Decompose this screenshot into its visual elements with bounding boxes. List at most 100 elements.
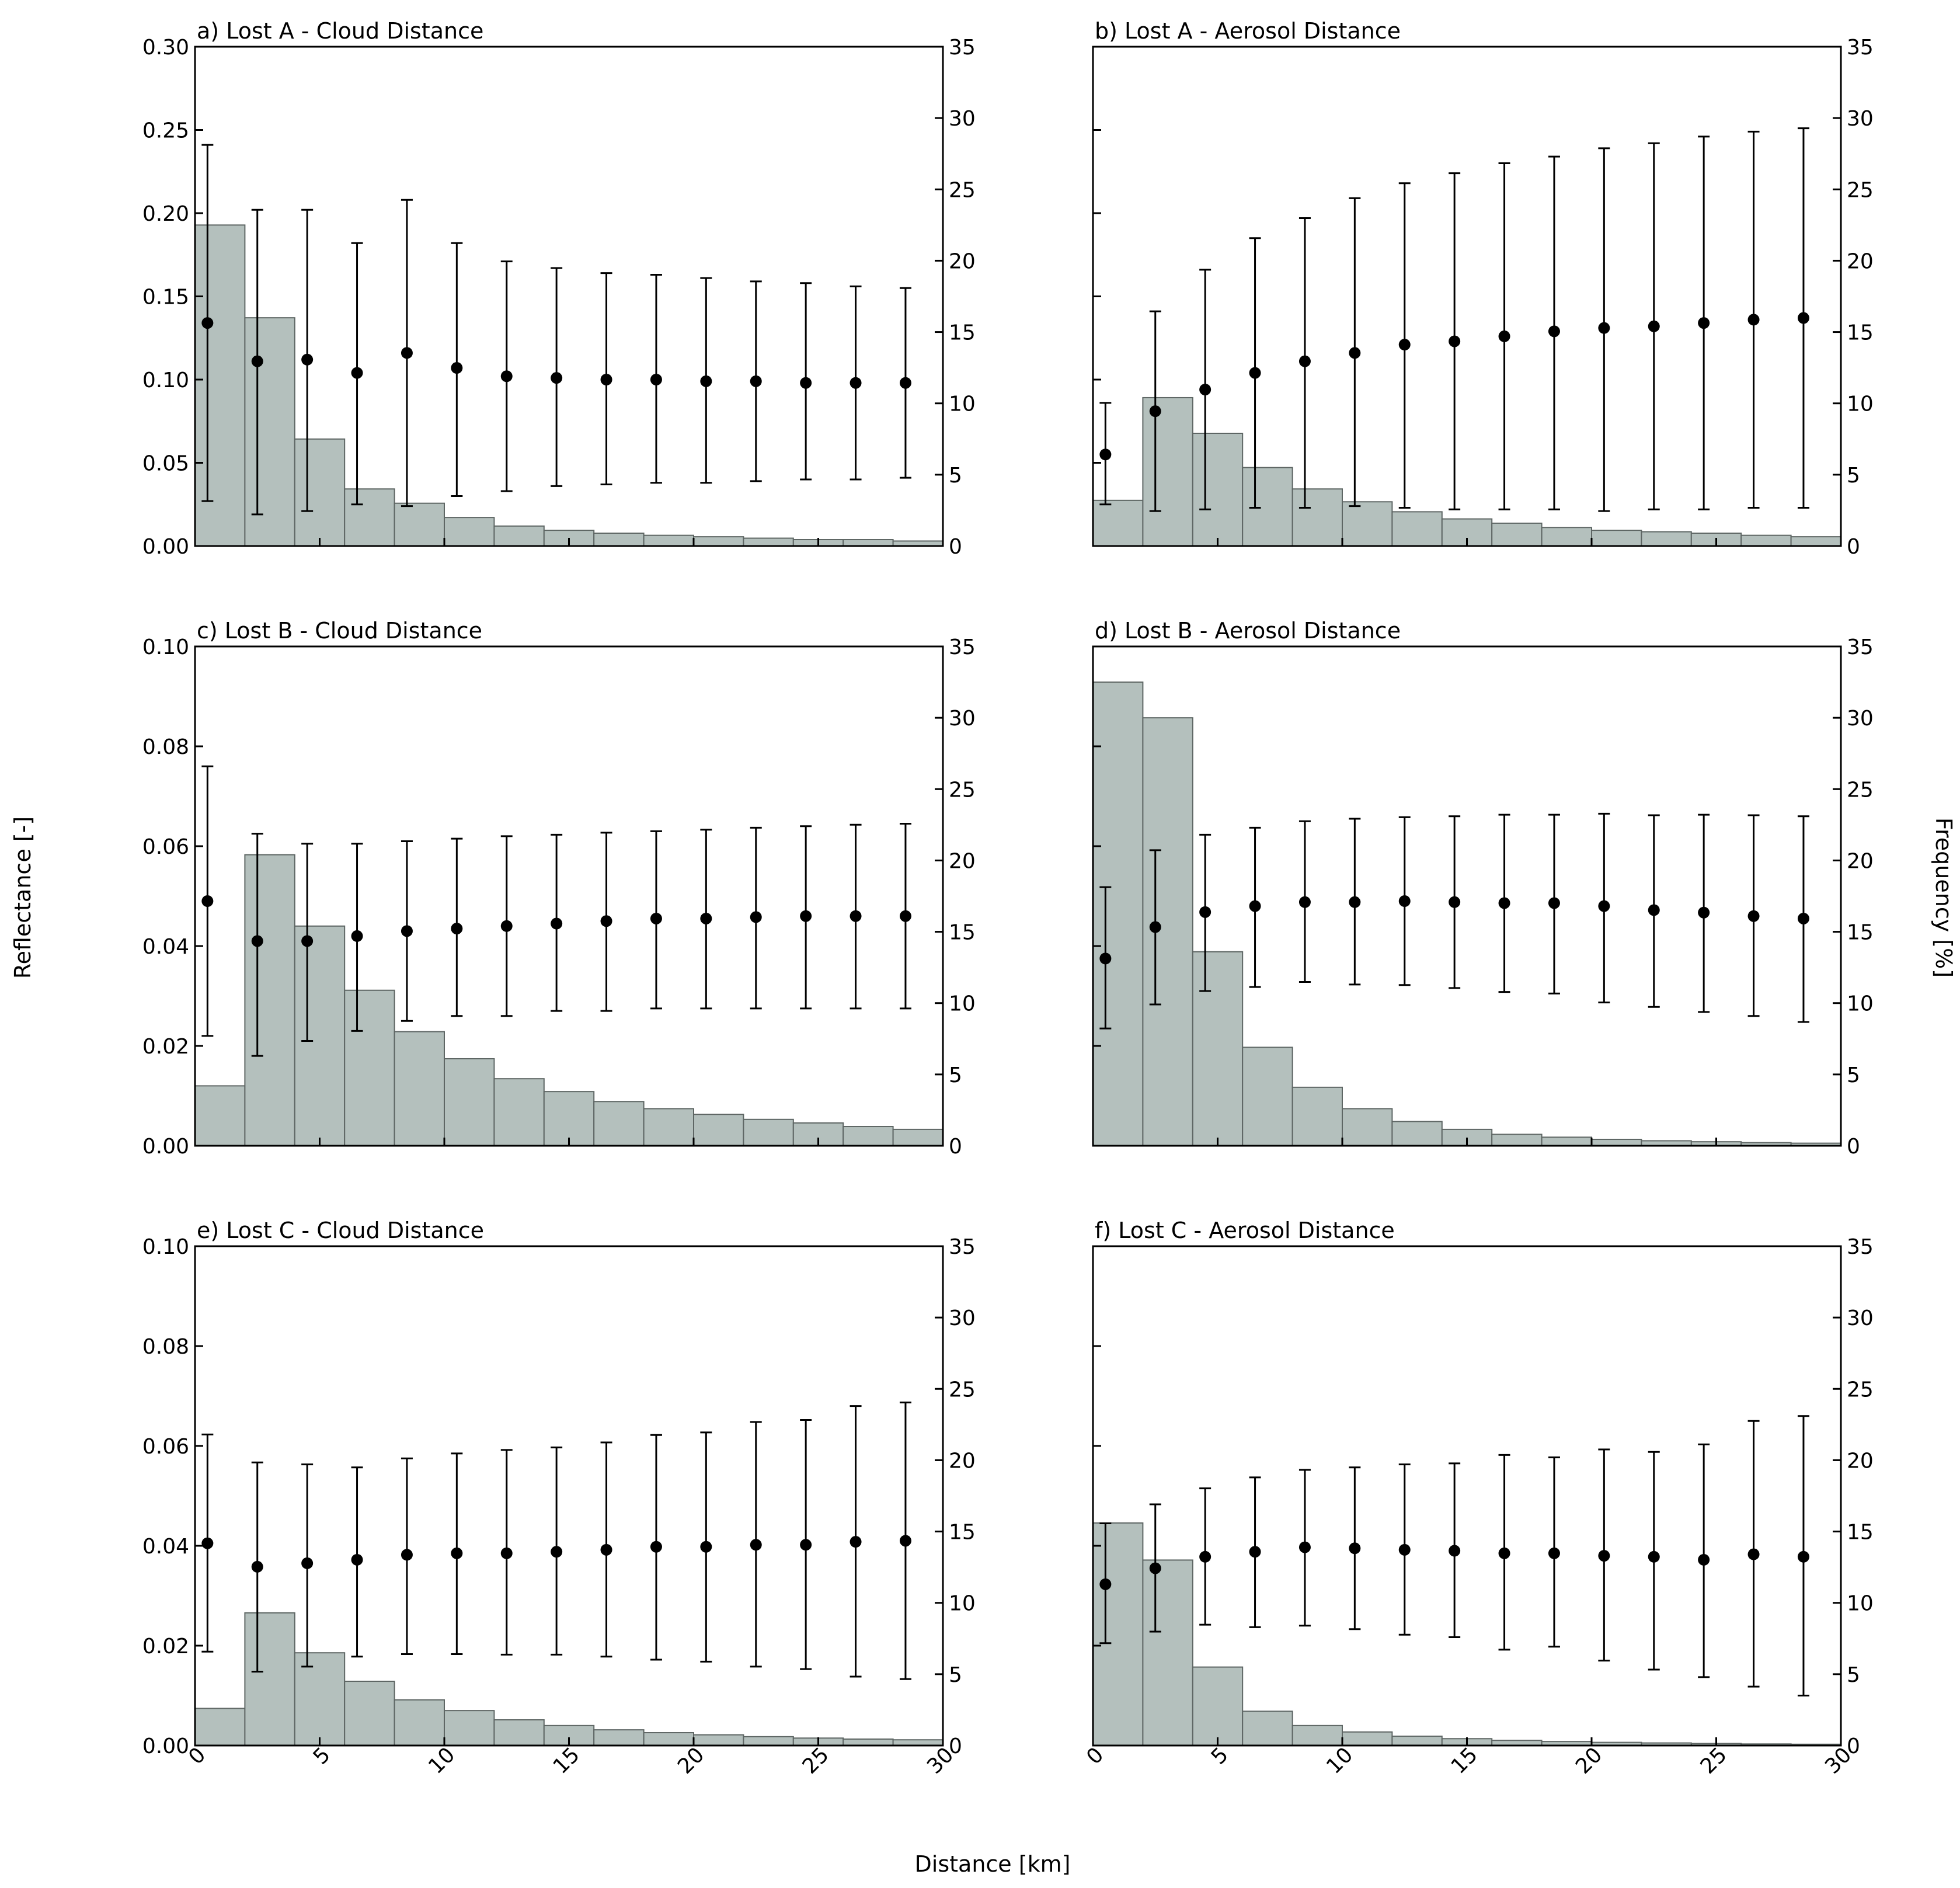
frequency-bar — [294, 925, 346, 1147]
frequency-bar — [394, 502, 445, 547]
frequency-bar — [344, 488, 395, 547]
mean-marker — [251, 1560, 263, 1573]
mean-marker — [700, 912, 712, 924]
y-axis-left-c: 0.00 0.02 0.04 0.06 0.08 0.10 — [142, 635, 203, 1159]
y2-tick-label: 5 — [1847, 1063, 1860, 1087]
y2-tick-label: 15 — [949, 321, 976, 345]
mean-marker — [1449, 335, 1461, 347]
frequency-bar — [244, 854, 295, 1146]
mean-marker — [401, 925, 413, 937]
frequency-bar — [1342, 1108, 1393, 1147]
y2-tick-label: 10 — [949, 1592, 976, 1616]
frequency-bars-b — [1092, 397, 1842, 547]
frequency-bar — [843, 1126, 894, 1147]
mean-marker — [1747, 910, 1760, 922]
frequency-bar — [1092, 1522, 1144, 1747]
mean-marker — [899, 377, 911, 389]
mean-marker — [1598, 900, 1610, 912]
mean-marker — [850, 377, 862, 389]
y2-tick-label: 35 — [1847, 1235, 1874, 1259]
y-axis-right-a: 0 5 10 15 20 25 30 35 — [935, 36, 976, 559]
y2-tick-label: 10 — [949, 992, 976, 1016]
frequency-bar — [1591, 1139, 1642, 1147]
mean-marker — [500, 1547, 513, 1559]
frequency-bar — [593, 1729, 645, 1747]
y-tick-label: 0.10 — [142, 635, 189, 659]
y2-tick-label: 0 — [1847, 535, 1860, 559]
frequency-bar — [1092, 499, 1144, 547]
mean-marker — [1548, 325, 1560, 338]
frequency-bar — [643, 534, 694, 547]
frequency-bar — [1092, 682, 1144, 1146]
y-axis-left-b — [1093, 46, 1101, 547]
y2-tick-label: 5 — [949, 464, 962, 488]
mean-marker — [251, 935, 263, 947]
mean-marker — [1449, 896, 1461, 908]
y2-tick-label: 30 — [1847, 107, 1874, 131]
frequency-bar — [1391, 1121, 1443, 1147]
panel-e: e) Lost C - Cloud Distance0.000.020.040.… — [142, 1218, 976, 1779]
frequency-bar — [394, 1031, 445, 1146]
y2-tick-label: 15 — [1847, 921, 1874, 945]
mean-marker — [700, 375, 712, 387]
y2-tick-label: 30 — [1847, 1306, 1874, 1330]
mean-marker — [1199, 906, 1211, 918]
mean-marker — [1797, 312, 1809, 324]
y2-tick-label: 5 — [949, 1063, 962, 1087]
frequency-bar — [1291, 1724, 1343, 1747]
y-tick-label: 0.25 — [142, 119, 189, 143]
frequency-bar — [593, 1101, 645, 1147]
y2-tick-label: 0 — [1847, 1734, 1860, 1758]
y2-tick-label: 15 — [1847, 321, 1874, 345]
frequency-bar — [493, 525, 545, 547]
frequency-bar — [1342, 1731, 1393, 1747]
mean-marker — [800, 910, 812, 922]
frequency-bar — [843, 1739, 894, 1746]
frequency-bar — [1291, 1086, 1343, 1147]
y2-tick-label: 25 — [949, 1378, 976, 1402]
mean-marker — [1698, 317, 1710, 329]
frequency-bar — [1641, 531, 1692, 547]
mean-marker — [1747, 1548, 1760, 1560]
mean-marker — [600, 374, 612, 385]
y-axis-right-d: 0 5 10 15 20 25 30 35 — [1833, 635, 1874, 1159]
y-axis-right-c: 0 5 10 15 20 25 30 35 — [935, 635, 976, 1159]
frequency-bar — [1192, 951, 1244, 1147]
mean-marker — [1548, 1547, 1560, 1559]
y2-tick-label: 25 — [949, 178, 976, 202]
y-tick-label: 0.15 — [142, 286, 189, 310]
y2-tick-label: 20 — [1847, 249, 1874, 273]
mean-marker — [1398, 339, 1411, 351]
frequency-bar — [1391, 511, 1443, 547]
mean-marker — [551, 1546, 563, 1558]
frequency-bar — [1242, 467, 1293, 547]
mean-marker — [1598, 322, 1610, 334]
mean-marker — [650, 912, 662, 924]
frequency-bar — [1291, 488, 1343, 547]
y-tick-label: 0.00 — [142, 1734, 189, 1758]
frequency-bar — [1491, 1134, 1543, 1147]
mean-marker — [201, 1537, 214, 1549]
mean-marker — [800, 377, 812, 389]
frequency-bar — [344, 1681, 395, 1747]
y-tick-label: 0.06 — [142, 1435, 189, 1459]
mean-marker — [351, 367, 363, 379]
mean-marker — [1548, 897, 1560, 909]
frequency-bar — [493, 1078, 545, 1146]
frequency-bar — [643, 1732, 694, 1747]
mean-marker — [451, 1547, 463, 1559]
panel-title-f: f) Lost C - Aerosol Distance — [1095, 1218, 1395, 1243]
mean-marker — [850, 910, 862, 922]
y-tick-label: 0.00 — [142, 1135, 189, 1159]
y2-tick-label: 0 — [949, 535, 962, 559]
frequency-bar — [1790, 536, 1842, 547]
frequency-bar — [444, 1058, 495, 1146]
x-axis-c — [194, 1138, 944, 1146]
y-axis-left-e: 0.00 0.02 0.04 0.06 0.08 0.10 — [142, 1235, 203, 1758]
reflectance-points-d — [1099, 812, 1809, 1030]
y-right-axis-title: Frequency [%] — [1931, 818, 1956, 978]
frequency-bar — [743, 1118, 794, 1146]
frequency-bars-f — [1092, 1522, 1842, 1747]
y2-tick-label: 10 — [1847, 992, 1874, 1016]
frequency-bar — [244, 1612, 295, 1746]
